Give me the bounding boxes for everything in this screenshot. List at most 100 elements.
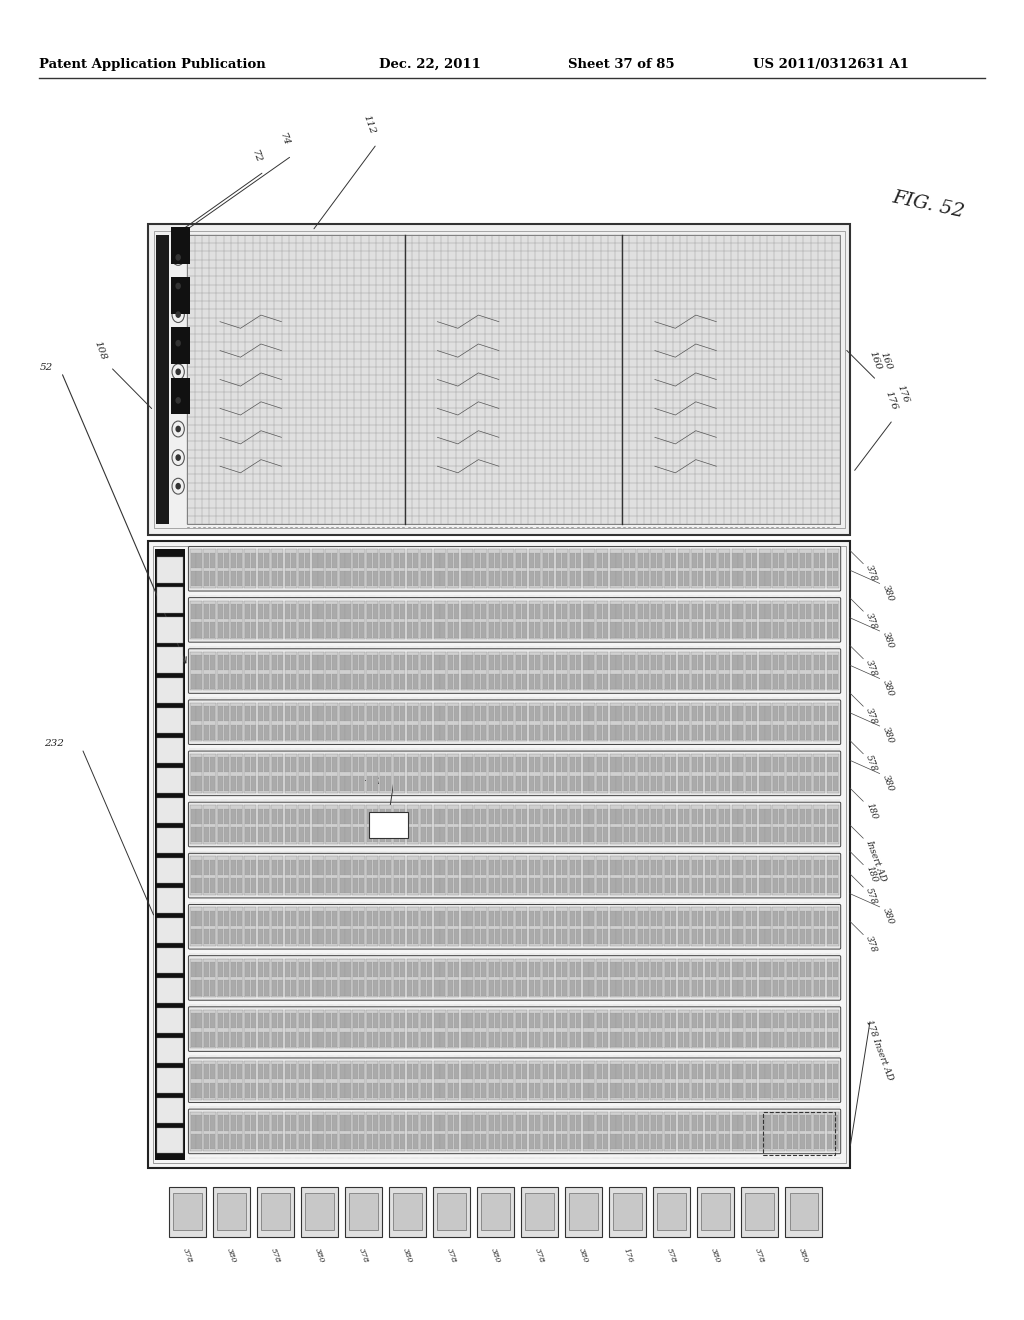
- Bar: [380, 805, 392, 843]
- Bar: [637, 857, 649, 895]
- Bar: [461, 1010, 473, 1048]
- Bar: [697, 1187, 734, 1237]
- Bar: [562, 706, 567, 721]
- Bar: [197, 1014, 202, 1028]
- Bar: [156, 235, 169, 524]
- Bar: [616, 706, 622, 721]
- Bar: [210, 1064, 215, 1080]
- Bar: [190, 981, 196, 995]
- Bar: [800, 725, 805, 739]
- Text: Dec. 22, 2011: Dec. 22, 2011: [379, 58, 480, 71]
- Bar: [502, 1010, 514, 1048]
- Bar: [630, 859, 635, 875]
- Bar: [326, 958, 338, 997]
- Bar: [420, 652, 432, 690]
- Bar: [217, 1193, 246, 1230]
- Bar: [800, 549, 812, 587]
- Bar: [657, 828, 663, 842]
- Bar: [326, 981, 331, 995]
- Bar: [597, 911, 602, 925]
- Bar: [414, 809, 419, 824]
- Bar: [285, 1010, 297, 1048]
- Bar: [569, 878, 575, 894]
- Bar: [339, 549, 351, 587]
- Bar: [291, 981, 297, 995]
- Bar: [732, 958, 743, 997]
- Bar: [393, 911, 399, 925]
- Bar: [705, 1111, 717, 1151]
- Bar: [434, 958, 445, 997]
- Bar: [318, 623, 324, 638]
- Bar: [575, 1032, 581, 1047]
- Bar: [766, 981, 771, 995]
- Bar: [515, 549, 527, 587]
- Bar: [312, 1032, 317, 1047]
- Bar: [271, 1010, 284, 1048]
- Bar: [407, 1061, 419, 1100]
- Bar: [238, 962, 243, 977]
- Bar: [218, 673, 223, 689]
- Bar: [474, 1061, 486, 1100]
- Bar: [562, 1115, 567, 1130]
- Bar: [345, 1014, 350, 1028]
- Bar: [827, 706, 833, 721]
- Bar: [556, 828, 561, 842]
- Bar: [153, 546, 846, 1163]
- Bar: [298, 857, 310, 895]
- Bar: [481, 1032, 486, 1047]
- Bar: [653, 1187, 690, 1237]
- Bar: [528, 652, 541, 690]
- Bar: [800, 1064, 805, 1080]
- Bar: [760, 605, 765, 619]
- Bar: [278, 929, 283, 944]
- Bar: [603, 809, 608, 824]
- Bar: [556, 549, 567, 587]
- Text: 378: 378: [864, 935, 879, 954]
- Bar: [569, 1115, 575, 1130]
- Bar: [502, 553, 507, 568]
- Bar: [813, 549, 825, 587]
- Text: 180: 180: [864, 865, 879, 884]
- Bar: [495, 725, 500, 739]
- Bar: [454, 1032, 459, 1047]
- Bar: [741, 1187, 778, 1237]
- Bar: [575, 809, 581, 824]
- Bar: [819, 859, 824, 875]
- Bar: [650, 601, 663, 639]
- Bar: [223, 1014, 228, 1028]
- Bar: [616, 758, 622, 772]
- Bar: [264, 655, 269, 671]
- Bar: [745, 981, 751, 995]
- Bar: [725, 605, 730, 619]
- Bar: [353, 962, 358, 977]
- Bar: [603, 962, 608, 977]
- Bar: [556, 605, 561, 619]
- Bar: [760, 1014, 765, 1028]
- Bar: [793, 623, 798, 638]
- Bar: [712, 859, 717, 875]
- Bar: [386, 1082, 391, 1098]
- Bar: [705, 958, 717, 997]
- Bar: [516, 706, 521, 721]
- Bar: [298, 652, 310, 690]
- Bar: [719, 725, 724, 739]
- Bar: [766, 1115, 771, 1130]
- Bar: [258, 1064, 263, 1080]
- Bar: [624, 1061, 636, 1100]
- Bar: [421, 605, 426, 619]
- Bar: [597, 706, 602, 721]
- Bar: [529, 1032, 535, 1047]
- Bar: [502, 655, 507, 671]
- Bar: [624, 857, 636, 895]
- Bar: [508, 706, 513, 721]
- Bar: [380, 1134, 385, 1148]
- Bar: [610, 1014, 615, 1028]
- Bar: [386, 962, 391, 977]
- Bar: [521, 1082, 526, 1098]
- Bar: [610, 605, 615, 619]
- Bar: [462, 776, 467, 791]
- Bar: [251, 1115, 256, 1130]
- Bar: [373, 1115, 378, 1130]
- Bar: [684, 1115, 689, 1130]
- Bar: [603, 929, 608, 944]
